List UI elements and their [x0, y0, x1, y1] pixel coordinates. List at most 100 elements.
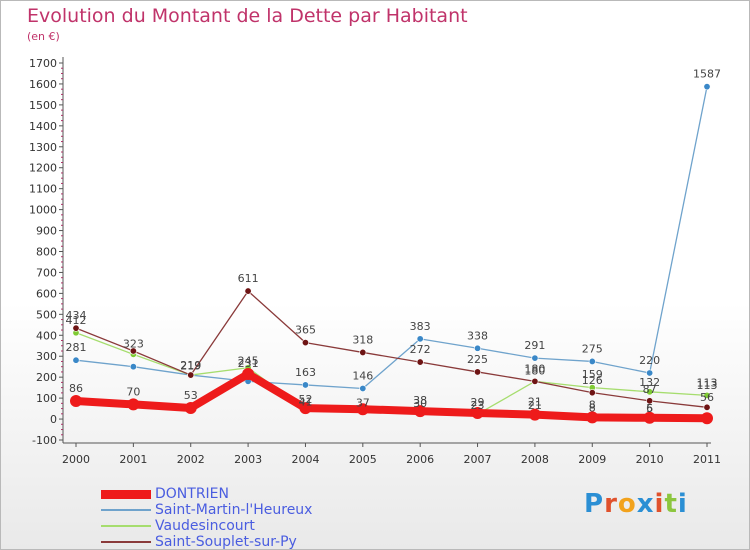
x-tick-label: 2002 — [177, 453, 205, 466]
data-label: 41 — [298, 395, 312, 408]
data-label: 113 — [697, 376, 718, 389]
data-label: 56 — [700, 391, 714, 404]
x-tick-label: 2003 — [234, 453, 262, 466]
data-label: 383 — [410, 320, 431, 333]
data-label: 21 — [528, 399, 542, 412]
series-line — [75, 86, 708, 390]
logo-letter: x — [636, 489, 655, 519]
series-line — [75, 332, 708, 415]
y-tick-label: 1600 — [29, 78, 57, 91]
data-point — [528, 408, 541, 421]
data-label: 146 — [352, 369, 373, 382]
data-point — [127, 398, 140, 411]
data-label: 52 — [298, 393, 312, 406]
legend-label: Saint-Souplet-sur-Py — [155, 534, 297, 550]
data-point — [242, 368, 255, 381]
x-tick-label: 2001 — [119, 453, 147, 466]
data-label: 87 — [643, 383, 657, 396]
legend: DONTRIEN Saint-Martin-l'Heureux Vaudesin… — [101, 486, 312, 550]
logo-letter: i — [654, 489, 665, 519]
data-label: 113 — [697, 379, 718, 392]
data-label: 220 — [639, 354, 660, 367]
data-label: 245 — [238, 354, 259, 367]
legend-swatch — [101, 489, 151, 499]
data-label: 163 — [295, 366, 316, 379]
y-tick-label: 1500 — [29, 99, 57, 112]
x-tick-label: 2000 — [62, 453, 90, 466]
data-point — [244, 287, 252, 295]
data-label: 30 — [413, 397, 427, 410]
data-point — [531, 377, 539, 385]
data-point — [474, 344, 482, 352]
data-label: 53 — [184, 389, 198, 402]
data-label: 126 — [582, 374, 603, 387]
y-tick-label: 1700 — [29, 57, 57, 70]
chart-title: Evolution du Montant de la Dette par Hab… — [27, 5, 468, 27]
data-label: 180 — [524, 365, 545, 378]
data-point — [359, 384, 367, 392]
data-point — [646, 369, 654, 377]
legend-item-dontrien: DONTRIEN — [101, 486, 312, 502]
data-label: 29 — [471, 396, 485, 409]
y-tick-label: 800 — [36, 246, 57, 259]
data-point — [129, 363, 137, 371]
logo-letter: r — [604, 489, 618, 519]
data-point — [703, 403, 711, 411]
data-point — [416, 335, 424, 343]
data-point — [70, 395, 82, 408]
data-label: 412 — [66, 314, 87, 327]
y-tick-label: 400 — [36, 329, 57, 342]
data-point — [531, 354, 539, 362]
data-label: 5 — [646, 402, 653, 415]
data-point — [471, 406, 484, 419]
data-label: 275 — [582, 342, 603, 355]
data-label: 434 — [66, 309, 87, 322]
data-point — [184, 401, 197, 414]
y-tick-label: 1400 — [29, 120, 57, 133]
y-tick-label: 100 — [36, 392, 57, 405]
legend-item-saint-souplet: Saint-Souplet-sur-Py — [101, 534, 312, 550]
data-point — [646, 388, 654, 396]
logo-letter: t — [664, 489, 678, 519]
legend-swatch — [101, 541, 151, 543]
logo-letter: i — [677, 489, 688, 519]
data-point — [414, 405, 427, 418]
y-tick-label: 500 — [36, 308, 57, 321]
data-point — [359, 348, 367, 356]
x-tick-label: 2009 — [578, 453, 606, 466]
data-point — [187, 371, 195, 379]
data-label: 1587 — [693, 68, 721, 81]
y-tick-label: 900 — [36, 225, 57, 238]
y-tick-label: 700 — [36, 266, 57, 279]
series-line — [72, 370, 711, 423]
data-point — [586, 411, 599, 424]
data-label: 86 — [69, 382, 83, 395]
y-tick-label: 300 — [36, 350, 57, 363]
y-tick-label: -100 — [32, 434, 57, 447]
x-tick-label: 2006 — [406, 453, 434, 466]
data-label: 318 — [352, 333, 373, 346]
data-label: 225 — [467, 353, 488, 366]
y-tick-label: 0 — [50, 413, 57, 426]
chart-unit-label: (en €) — [27, 30, 60, 43]
y-tick-label: 1000 — [29, 204, 57, 217]
data-point — [72, 324, 80, 332]
logo-letter: o — [617, 489, 637, 519]
x-tick-label: 2011 — [693, 453, 721, 466]
data-point — [72, 356, 80, 364]
series-line — [75, 290, 708, 408]
data-label: 37 — [356, 396, 370, 409]
data-label: 6 — [646, 402, 653, 415]
data-label: 281 — [66, 341, 87, 354]
data-label: 8 — [589, 401, 596, 414]
data-label: 219 — [180, 359, 201, 372]
data-point — [703, 83, 711, 91]
x-tick-label: 2010 — [636, 453, 664, 466]
data-point — [474, 368, 482, 376]
legend-swatch — [101, 525, 151, 527]
data-label: 180 — [524, 362, 545, 375]
data-point — [701, 412, 713, 425]
logo-letter: P — [584, 489, 605, 519]
